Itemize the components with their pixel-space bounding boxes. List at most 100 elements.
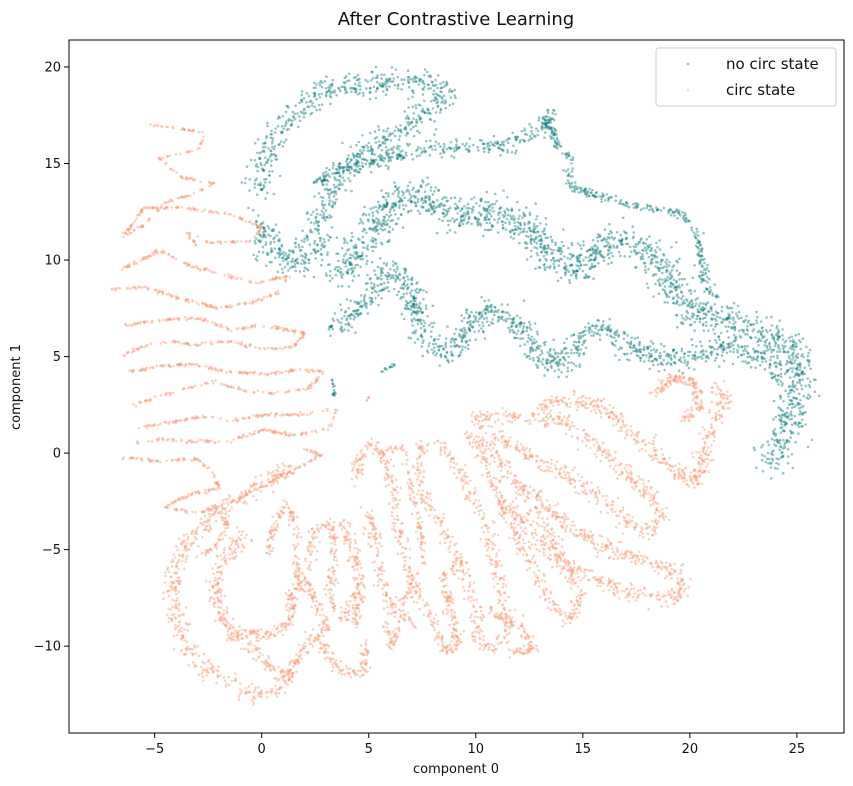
data-point [262,234,266,238]
data-point [406,69,410,72]
data-point [761,443,765,447]
data-point [396,276,399,279]
data-point [683,277,686,281]
data-point [439,108,443,112]
data-point [798,392,801,396]
data-point [447,146,451,150]
data-point [365,262,368,266]
data-point [395,147,399,150]
data-point [486,228,489,232]
data-point [264,197,267,200]
data-point [370,150,374,154]
data-point [201,210,204,213]
data-point [582,240,585,243]
data-point [335,236,339,239]
data-point [802,355,805,359]
data-point [360,150,364,154]
data-point [323,244,327,248]
data-point [386,195,390,198]
data-point [401,149,404,153]
data-point [808,348,812,352]
data-point [414,124,418,127]
data-point [396,144,400,148]
data-point [609,196,612,199]
data-point [547,119,550,122]
data-point [502,189,505,192]
data-point [757,337,761,341]
data-point [313,81,316,85]
data-point [544,126,547,130]
data-point [324,272,328,275]
data-point [322,175,326,179]
data-point [139,286,143,289]
data-point [478,138,482,142]
data-point [658,351,662,355]
data-point [757,344,760,347]
data-point [364,213,368,217]
data-point [346,168,349,172]
data-point [777,406,780,409]
data-point [337,259,340,263]
data-point [387,165,390,169]
data-point [359,167,362,171]
data-point [360,294,363,297]
data-point [361,251,364,255]
data-point [382,83,385,86]
data-point [340,166,344,169]
data-point [373,285,376,288]
data-point [158,290,162,293]
data-point [548,352,552,356]
data-point [543,136,546,139]
data-point [546,265,549,269]
data-point [480,313,484,317]
data-point [644,271,648,274]
data-point [491,322,495,326]
data-point [791,383,795,387]
data-point [370,159,374,163]
data-point [328,94,332,98]
data-point [338,166,342,170]
data-point [289,124,293,127]
data-point [557,142,561,146]
data-point [568,154,571,158]
data-point [666,301,669,304]
data-point [368,165,371,168]
data-point [337,187,340,191]
data-point [790,417,794,421]
data-point [604,245,607,248]
data-point [746,333,749,336]
data-point [358,88,362,91]
data-point [316,229,320,232]
data-point [603,228,607,231]
data-point [513,135,517,139]
data-point [644,242,648,245]
data-point [772,338,776,342]
data-point [678,278,681,281]
data-point [569,351,573,355]
data-point [305,212,309,215]
data-point [727,325,730,329]
data-point [306,236,309,239]
data-point [413,331,417,335]
data-point [266,159,270,162]
data-point [386,79,390,82]
data-point [545,252,549,256]
data-point [157,157,160,160]
data-point [331,379,334,382]
data-point [736,343,740,347]
data-point [555,141,559,145]
data-point [354,312,358,315]
data-point [787,350,790,353]
data-point [676,217,679,220]
data-point [433,210,437,213]
data-point [797,432,800,435]
data-point [281,145,285,148]
data-point [288,275,292,279]
data-point [387,215,391,218]
data-point [248,302,251,305]
data-point [448,228,452,232]
data-point [543,343,546,347]
data-point [287,256,291,259]
data-point [367,141,371,145]
data-point [256,230,260,233]
